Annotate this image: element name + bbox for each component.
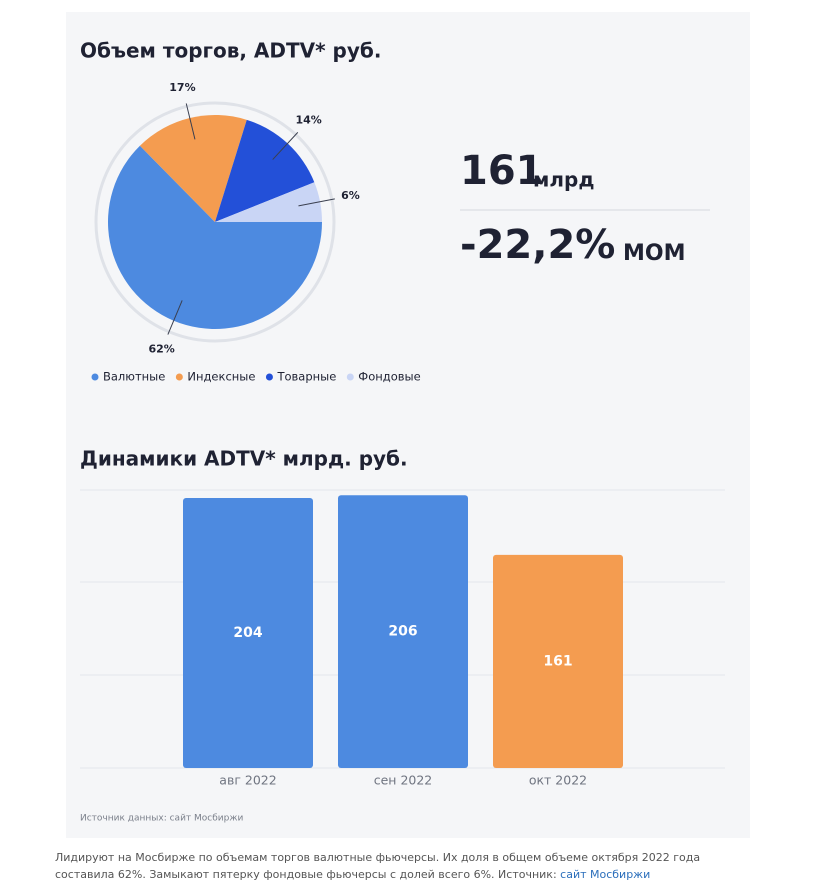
pie-slice xyxy=(215,182,322,222)
stat-change-unit: MOM xyxy=(623,241,686,266)
legend-label: Индексные xyxy=(187,370,255,384)
caption-link[interactable]: сайт Мосбиржи xyxy=(560,868,650,881)
legend-dot xyxy=(175,373,183,381)
legend-label: Товарные xyxy=(276,370,336,384)
pie-ring xyxy=(94,101,336,343)
legend-label: Валютные xyxy=(103,370,165,384)
leader-line xyxy=(167,300,183,335)
pie-label: 6% xyxy=(341,189,360,202)
x-tick-label: авг 2022 xyxy=(219,773,276,788)
bar-title: Динамики ADTV* млрд. руб. xyxy=(80,447,408,471)
caption-line: составила 62%. Замыкают пятерку фондовые… xyxy=(55,868,650,881)
pie-slice xyxy=(139,115,247,222)
leader-line xyxy=(185,103,196,140)
pie-label: 17% xyxy=(169,81,195,94)
leader-line xyxy=(272,132,299,160)
bar-value: 161 xyxy=(543,653,572,669)
bar xyxy=(493,554,623,768)
source: Источник данных: сайт Мосбиржи xyxy=(80,814,243,824)
legend-dot xyxy=(91,373,99,381)
pie-slice xyxy=(215,119,315,222)
pie-slice xyxy=(108,145,322,329)
bar-value: 206 xyxy=(388,624,417,640)
pie-title: Объем торгов, ADTV* руб. xyxy=(80,39,381,63)
legend-label: Фондовые xyxy=(358,370,420,384)
pie-label: 14% xyxy=(295,114,321,127)
legend-dot xyxy=(346,373,354,381)
caption-text: составила 62%. Замыкают пятерку фондовые… xyxy=(55,868,560,881)
x-tick-label: сен 2022 xyxy=(374,773,433,788)
caption-line: Лидируют на Мосбирже по объемам торгов в… xyxy=(55,851,700,864)
legend-dot xyxy=(265,373,273,381)
bar-value: 204 xyxy=(233,625,262,641)
bar xyxy=(183,497,313,768)
bar xyxy=(338,495,468,768)
pie-label: 62% xyxy=(149,342,175,355)
stat-unit: млрд xyxy=(533,168,594,192)
stat-value: 161 xyxy=(460,148,544,194)
stat-change: -22,2% xyxy=(460,222,615,268)
leader-line xyxy=(298,198,335,207)
x-tick-label: окт 2022 xyxy=(529,773,587,788)
